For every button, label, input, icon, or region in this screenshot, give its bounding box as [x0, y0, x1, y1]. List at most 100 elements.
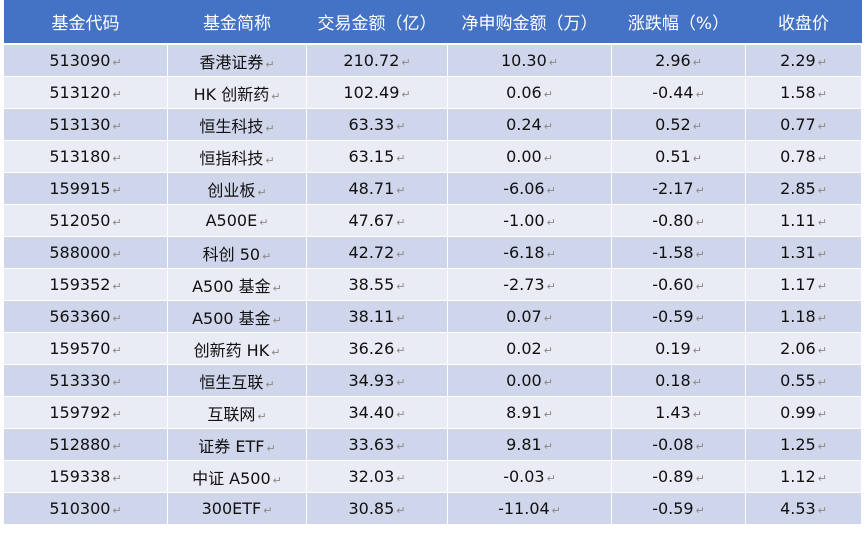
table-body: 513090 ↵ 香港证券 ↵ 210.72 ↵ 10.30 ↵ 2.96 ↵ 2.29 ↵ 51312… — [3, 43, 862, 525]
cell-value: 513090 — [49, 51, 111, 70]
cell-value: 1.43 — [655, 403, 691, 422]
cell-change-pct: -0.80 ↵ — [611, 204, 746, 237]
paragraph-mark-icon: ↵ — [546, 472, 556, 485]
fund-table: 基金代码 基金简称 交易金额（亿） 净申购金额（万） 涨跌幅（%） 收盘价 51… — [3, 0, 862, 525]
cell-trade-amount: 32.03 ↵ — [306, 460, 448, 493]
cell-fund-name: 创业板 ↵ — [167, 172, 307, 205]
cell-close-price: 1.18 ↵ — [745, 300, 862, 333]
cell-value: 159352 — [49, 275, 111, 294]
paragraph-mark-icon: ↵ — [543, 440, 553, 453]
cell-value: 1.11 — [780, 211, 816, 230]
cell-change-pct: 0.18 ↵ — [611, 364, 746, 397]
cell-value: 513120 — [49, 83, 111, 102]
table-row: 563360 ↵ A500 基金 ↵ 38.11 ↵ 0.07 ↵ -0.59 ↵ 1.18 ↵ — [3, 300, 862, 333]
table-row: 159570 ↵ 创新药 HK ↵ 36.26 ↵ 0.02 ↵ 0.19 ↵ 2.06 ↵ — [3, 332, 862, 365]
cell-value: 创新药 HK — [193, 340, 270, 360]
cell-value: 恒生互联 — [199, 372, 264, 392]
cell-value: 30.85 — [348, 499, 395, 518]
cell-value: 证券 ETF — [198, 436, 265, 456]
table-row: 159792 ↵ 互联网 ↵ 34.40 ↵ 8.91 ↵ 1.43 ↵ 0.99 ↵ — [3, 396, 862, 429]
table-row: 513180 ↵ 恒指科技 ↵ 63.15 ↵ 0.00 ↵ 0.51 ↵ 0.78 ↵ — [3, 140, 862, 173]
paragraph-mark-icon: ↵ — [546, 216, 556, 229]
header-trade-amount: 交易金额（亿） — [306, 0, 448, 45]
cell-value: 恒生科技 — [199, 116, 264, 136]
cell-value: 0.52 — [655, 115, 691, 134]
cell-trade-amount: 210.72 ↵ — [306, 43, 448, 77]
cell-value: 159338 — [49, 467, 111, 486]
paragraph-mark-icon: ↵ — [692, 120, 702, 133]
cell-value: 1.58 — [780, 83, 816, 102]
table-row: 513120 ↵ HK 创新药 ↵ 102.49 ↵ 0.06 ↵ -0.44 ↵ 1.58 ↵ — [3, 76, 862, 109]
paragraph-mark-icon: ↵ — [695, 312, 705, 325]
cell-close-price: 0.78 ↵ — [745, 140, 862, 173]
table-row: 513130 ↵ 恒生科技 ↵ 63.33 ↵ 0.24 ↵ 0.52 ↵ 0.77 ↵ — [3, 108, 862, 141]
cell-change-pct: -0.59 ↵ — [611, 300, 746, 333]
cell-value: 510300 — [49, 499, 111, 518]
header-change-pct: 涨跌幅（%） — [611, 0, 746, 45]
paragraph-mark-icon: ↵ — [695, 88, 705, 101]
cell-net-subscription: 0.24 ↵ — [447, 108, 612, 141]
cell-value: 300ETF — [201, 499, 262, 518]
table-row: 159338 ↵ 中证 A500 ↵ 32.03 ↵ -0.03 ↵ -0.89 ↵ 1.12 ↵ — [3, 460, 862, 493]
paragraph-mark-icon: ↵ — [112, 408, 122, 421]
table-row: 510300 ↵ 300ETF ↵ 30.85 ↵ -11.04 ↵ -0.59 ↵ 4.53 ↵ — [3, 492, 862, 525]
paragraph-mark-icon: ↵ — [817, 280, 827, 293]
cell-value: 34.40 — [348, 403, 395, 422]
table-row: 512050 ↵ A500E ↵ 47.67 ↵ -1.00 ↵ -0.80 ↵ 1.11 ↵ — [3, 204, 862, 237]
paragraph-mark-icon: ↵ — [396, 344, 406, 357]
paragraph-mark-icon: ↵ — [543, 312, 553, 325]
cell-value: 512880 — [49, 435, 111, 454]
cell-trade-amount: 102.49 ↵ — [306, 76, 448, 109]
cell-value: 63.33 — [348, 115, 395, 134]
cell-value: 2.96 — [655, 51, 691, 70]
header-close-price: 收盘价 — [745, 0, 862, 45]
cell-fund-code: 563360 ↵ — [3, 300, 168, 333]
paragraph-mark-icon: ↵ — [265, 121, 275, 135]
cell-value: 恒指科技 — [199, 148, 264, 168]
paragraph-mark-icon: ↵ — [265, 377, 275, 391]
paragraph-mark-icon: ↵ — [112, 504, 122, 517]
cell-value: A500E — [205, 211, 258, 230]
paragraph-mark-icon: ↵ — [817, 152, 827, 165]
paragraph-mark-icon: ↵ — [817, 88, 827, 101]
paragraph-mark-icon: ↵ — [265, 153, 275, 167]
cell-fund-code: 512050 ↵ — [3, 204, 168, 237]
paragraph-mark-icon: ↵ — [695, 216, 705, 229]
cell-value: 0.18 — [655, 371, 691, 390]
cell-fund-name: A500E ↵ — [167, 204, 307, 237]
paragraph-mark-icon: ↵ — [817, 56, 827, 69]
paragraph-mark-icon: ↵ — [272, 313, 282, 327]
cell-trade-amount: 38.55 ↵ — [306, 268, 448, 301]
paragraph-mark-icon: ↵ — [692, 344, 702, 357]
cell-value: 2.06 — [780, 339, 816, 358]
paragraph-mark-icon: ↵ — [817, 440, 827, 453]
cell-value: 63.15 — [348, 147, 395, 166]
cell-value: -0.59 — [652, 499, 694, 518]
cell-value: 513130 — [49, 115, 111, 134]
paragraph-mark-icon: ↵ — [112, 280, 122, 293]
cell-net-subscription: 0.07 ↵ — [447, 300, 612, 333]
cell-value: 科创 50 — [202, 244, 261, 264]
cell-trade-amount: 48.71 ↵ — [306, 172, 448, 205]
table-row: 513090 ↵ 香港证券 ↵ 210.72 ↵ 10.30 ↵ 2.96 ↵ 2.29 ↵ — [3, 43, 862, 77]
cell-net-subscription: 0.02 ↵ — [447, 332, 612, 365]
paragraph-mark-icon: ↵ — [546, 248, 556, 261]
cell-value: 513180 — [49, 147, 111, 166]
paragraph-mark-icon: ↵ — [817, 376, 827, 389]
cell-trade-amount: 30.85 ↵ — [306, 492, 448, 525]
cell-value: -2.73 — [503, 275, 545, 294]
cell-fund-code: 159352 ↵ — [3, 268, 168, 301]
header-fund-code: 基金代码 — [3, 0, 168, 45]
cell-value: 159792 — [49, 403, 111, 422]
cell-value: 4.53 — [780, 499, 816, 518]
cell-fund-code: 159792 ↵ — [3, 396, 168, 429]
cell-value: -0.03 — [503, 467, 545, 486]
paragraph-mark-icon: ↵ — [262, 249, 272, 263]
paragraph-mark-icon: ↵ — [396, 472, 406, 485]
paragraph-mark-icon: ↵ — [817, 184, 827, 197]
cell-value: 香港证券 — [199, 52, 264, 72]
cell-change-pct: 2.96 ↵ — [611, 43, 746, 77]
cell-value: 1.25 — [780, 435, 816, 454]
paragraph-mark-icon: ↵ — [396, 312, 406, 325]
paragraph-mark-icon: ↵ — [543, 376, 553, 389]
